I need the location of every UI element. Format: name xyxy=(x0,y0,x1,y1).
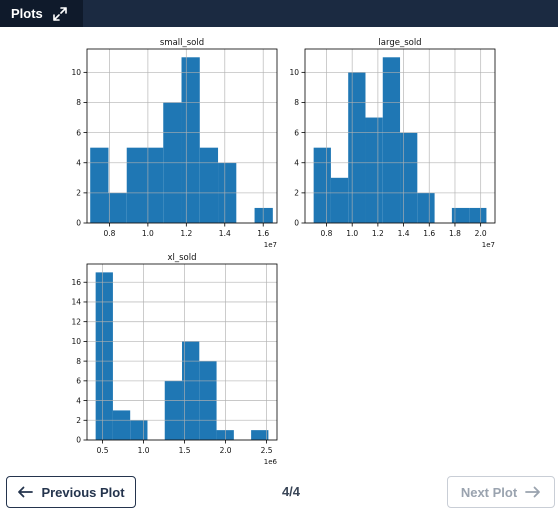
histogram-bar xyxy=(469,207,487,223)
histogram-bar xyxy=(348,72,366,223)
axes-frame xyxy=(86,48,278,224)
page-indicator: 4/4 xyxy=(281,484,301,499)
x-tick-label: 1.0 xyxy=(346,229,358,238)
y-tick-label: 0 xyxy=(76,219,81,228)
x-tick-label: 0.5 xyxy=(97,446,109,455)
x-axis-offset-label: 1e7 xyxy=(264,241,277,249)
y-tick-label: 0 xyxy=(76,436,81,445)
histogram-bar xyxy=(144,147,164,223)
x-tick-label: 2.5 xyxy=(261,446,273,455)
next-plot-label: Next Plot xyxy=(460,484,518,500)
axes-frame xyxy=(86,263,278,441)
y-tick-label: 8 xyxy=(76,98,81,107)
y-tick-label: 6 xyxy=(76,377,81,386)
y-tick-label: 14 xyxy=(71,298,81,307)
plots-tab-title: Plots xyxy=(11,6,43,21)
histogram-bar xyxy=(90,147,109,223)
x-tick-label: 1.5 xyxy=(179,446,191,455)
histogram-xl-sold: 0.5 1.0 1.5 2.0 2.5 0 2 4 6 8 10 12 14 16 xl_sold 1e6 xyxy=(71,253,277,466)
histogram-bar xyxy=(400,132,418,223)
x-tick-label: 1.4 xyxy=(219,229,231,238)
y-tick-label: 2 xyxy=(76,189,81,198)
x-tick-label: 1.2 xyxy=(372,229,384,238)
arrow-right-icon xyxy=(525,486,541,498)
y-tick-label: 8 xyxy=(76,357,81,366)
y-tick-label: 10 xyxy=(71,337,81,346)
histogram-bar xyxy=(313,147,331,223)
x-axis-offset-label: 1e6 xyxy=(264,458,278,466)
histogram-bar xyxy=(108,192,127,223)
subplot-title: small_sold xyxy=(160,38,204,48)
histogram-bar xyxy=(382,57,401,224)
y-tick-label: 10 xyxy=(289,68,299,77)
histogram-bar xyxy=(164,380,183,440)
histogram-bar xyxy=(126,147,145,223)
y-tick-label: 4 xyxy=(76,158,81,167)
plots-tab[interactable]: Plots xyxy=(0,0,83,27)
x-tick-label: 1.8 xyxy=(449,229,461,238)
y-tick-label: 0 xyxy=(294,219,299,228)
x-tick-label: 2.0 xyxy=(220,446,232,455)
y-tick-label: 2 xyxy=(294,189,299,198)
histogram-bar xyxy=(330,177,349,223)
histogram-bar xyxy=(199,147,219,223)
y-tick-label: 8 xyxy=(294,98,299,107)
x-tick-label: 0.8 xyxy=(103,229,115,238)
histogram-bar xyxy=(251,430,269,440)
axes-frame xyxy=(304,48,496,224)
next-plot-button[interactable]: Next Plot xyxy=(447,476,555,508)
x-tick-label: 1.0 xyxy=(138,446,150,455)
histogram-large-sold: 0.8 1.0 1.2 1.4 1.6 1.8 2.0 0 2 4 6 8 10 large_sold 1e… xyxy=(289,38,496,249)
y-tick-label: 10 xyxy=(71,68,81,77)
x-axis-offset-label: 1e7 xyxy=(482,241,495,249)
subplot-title: xl_sold xyxy=(167,253,196,263)
histogram-bar xyxy=(254,207,273,223)
previous-plot-button[interactable]: Previous Plot xyxy=(6,476,136,508)
y-tick-label: 6 xyxy=(294,128,299,137)
x-tick-label: 2.0 xyxy=(475,229,487,238)
histogram-bar xyxy=(130,420,148,440)
subplot-title: large_sold xyxy=(378,38,421,48)
x-tick-label: 1.2 xyxy=(180,229,192,238)
x-tick-label: 0.8 xyxy=(321,229,333,238)
y-tick-label: 2 xyxy=(76,416,81,425)
histogram-bar xyxy=(95,272,113,440)
arrow-left-icon xyxy=(18,486,34,498)
y-tick-label: 6 xyxy=(76,128,81,137)
x-tick-label: 1.6 xyxy=(257,229,269,238)
x-tick-label: 1.0 xyxy=(142,229,154,238)
histogram-bar xyxy=(417,192,435,223)
histogram-figure: 0.8 1.0 1.2 1.4 1.6 0 2 4 6 8 10 small_sold 1e7 0.8 1.… xyxy=(71,38,496,466)
histogram-small-sold: 0.8 1.0 1.2 1.4 1.6 0 2 4 6 8 10 small_sold 1e7 xyxy=(71,38,278,249)
histogram-bar xyxy=(182,341,200,440)
previous-plot-label: Previous Plot xyxy=(41,484,125,500)
expand-arrows-icon[interactable] xyxy=(52,6,67,21)
y-tick-label: 12 xyxy=(71,317,81,326)
histogram-bar xyxy=(181,57,200,224)
y-tick-label: 16 xyxy=(71,278,81,287)
x-tick-label: 1.6 xyxy=(423,229,435,238)
plots-panel-header: Plots xyxy=(0,0,558,27)
histogram-bar xyxy=(112,410,131,440)
y-tick-label: 4 xyxy=(294,158,299,167)
histogram-bar xyxy=(451,207,470,223)
histogram-bar xyxy=(365,117,383,223)
x-tick-label: 1.4 xyxy=(398,229,410,238)
y-tick-label: 4 xyxy=(76,396,81,405)
